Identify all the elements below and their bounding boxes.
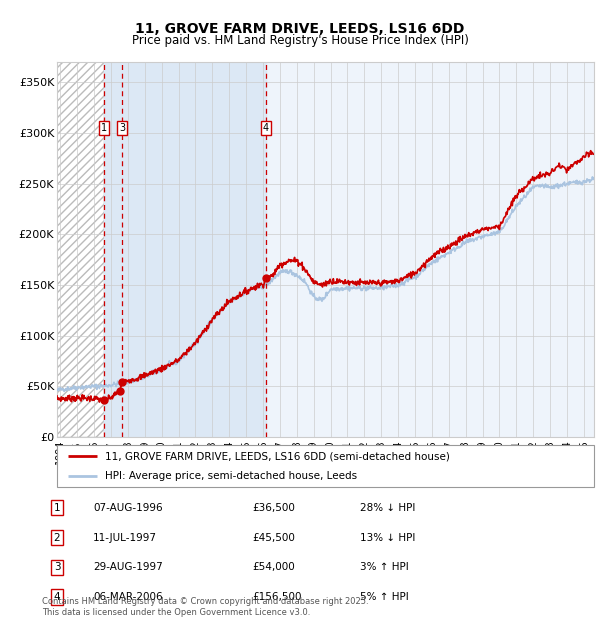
Text: 28% ↓ HPI: 28% ↓ HPI: [360, 503, 415, 513]
Text: 06-MAR-2006: 06-MAR-2006: [93, 592, 163, 602]
Text: 3: 3: [119, 123, 125, 133]
Text: Contains HM Land Registry data © Crown copyright and database right 2025.
This d: Contains HM Land Registry data © Crown c…: [42, 598, 368, 617]
Text: £54,000: £54,000: [252, 562, 295, 572]
Text: 3: 3: [53, 562, 61, 572]
Text: 4: 4: [263, 123, 269, 133]
Text: 1: 1: [101, 123, 107, 133]
Text: 5% ↑ HPI: 5% ↑ HPI: [360, 592, 409, 602]
FancyBboxPatch shape: [57, 445, 594, 487]
Bar: [104, 62, 266, 437]
Text: £45,500: £45,500: [252, 533, 295, 542]
Text: 29-AUG-1997: 29-AUG-1997: [93, 562, 163, 572]
Text: HPI: Average price, semi-detached house, Leeds: HPI: Average price, semi-detached house,…: [106, 471, 358, 481]
Text: £156,500: £156,500: [252, 592, 302, 602]
Bar: [57, 62, 104, 437]
Text: 2: 2: [53, 533, 61, 542]
Text: 4: 4: [53, 592, 61, 602]
Text: 11, GROVE FARM DRIVE, LEEDS, LS16 6DD (semi-detached house): 11, GROVE FARM DRIVE, LEEDS, LS16 6DD (s…: [106, 451, 450, 461]
Text: £36,500: £36,500: [252, 503, 295, 513]
Text: 1: 1: [53, 503, 61, 513]
Text: Price paid vs. HM Land Registry's House Price Index (HPI): Price paid vs. HM Land Registry's House …: [131, 34, 469, 47]
Text: 11-JUL-1997: 11-JUL-1997: [93, 533, 157, 542]
Text: 13% ↓ HPI: 13% ↓ HPI: [360, 533, 415, 542]
Text: 07-AUG-1996: 07-AUG-1996: [93, 503, 163, 513]
Text: 11, GROVE FARM DRIVE, LEEDS, LS16 6DD: 11, GROVE FARM DRIVE, LEEDS, LS16 6DD: [136, 22, 464, 36]
Text: 3% ↑ HPI: 3% ↑ HPI: [360, 562, 409, 572]
